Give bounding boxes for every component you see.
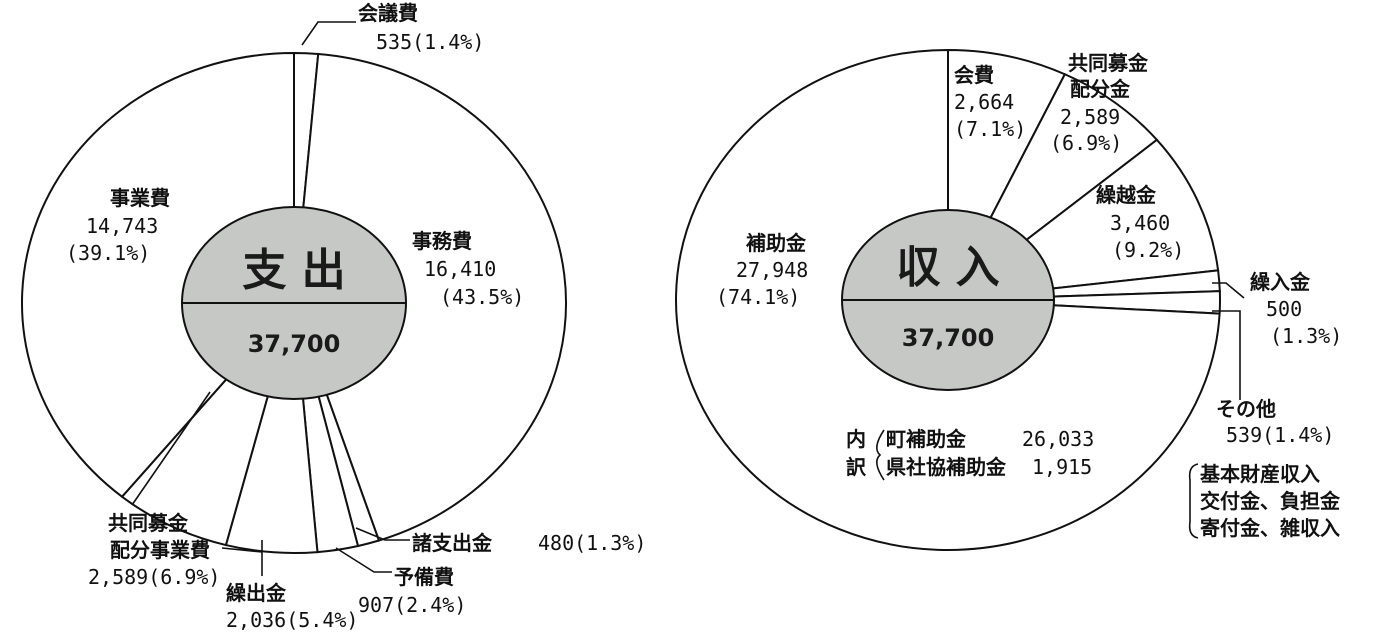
other-note-line3: 寄付金、雑収入	[1200, 516, 1340, 540]
breakdown-row1-value: 26,033	[1022, 427, 1094, 451]
expense-slice-6	[21, 51, 295, 499]
income-label-haibunkin: 配分金	[1070, 77, 1131, 101]
breakdown-bracket	[876, 429, 885, 481]
expense-value-yobihi: 907(2.4%)	[358, 593, 466, 617]
breakdown-row1-name: 町補助金	[886, 427, 967, 451]
expense-value-jigyohi: 14,743	[86, 214, 158, 238]
income-pct-kurinyukin: (1.3%)	[1270, 324, 1342, 348]
income-pct-hojokin: (74.1%)	[716, 285, 800, 309]
expense-leader-kaigihi	[301, 21, 356, 46]
expense-value-shoshishutsukin: 480(1.3%)	[538, 531, 646, 555]
expense-center-title: 支 出	[242, 245, 345, 296]
income-leader-sonota	[1212, 310, 1241, 400]
expense-label-jimuhi: 事務費	[412, 229, 472, 253]
expense-value-jimuhi: 16,410	[424, 257, 496, 281]
expense-value-kyodobokin: 2,589(6.9%)	[88, 565, 220, 589]
income-total: 37,700	[902, 324, 995, 352]
income-value-kaihi: 2,664	[954, 90, 1014, 114]
expense-slice-1	[292, 52, 568, 542]
expense-leader-shoshishutsukin	[355, 527, 410, 541]
income-value-kurikoshikin: 3,460	[1110, 211, 1170, 235]
expense-leader-yobihi	[335, 547, 392, 573]
income-pct-kaihi: (7.1%)	[954, 117, 1026, 141]
income-label-kurinyukin: 繰入金	[1250, 270, 1311, 294]
income-leader-kurinyukin	[1212, 282, 1245, 299]
expense-label-jigyohi: 事業費	[110, 186, 170, 210]
other-note-line2: 交付金、負担金	[1200, 489, 1341, 513]
expense-label-shoshishutsukin: 諸支出金	[412, 531, 493, 555]
breakdown-row2-name: 県社協補助金	[886, 455, 1007, 479]
expense-leader-kyodobokin-haibun	[131, 391, 211, 506]
income-label-kyodobokin: 共同募金	[1068, 51, 1149, 75]
income-label-kurikoshikin: 繰越金	[1096, 183, 1157, 207]
income-pct-kyodobokin: (6.9%)	[1050, 131, 1122, 155]
income-pct-kurikoshikin: (9.2%)	[1112, 238, 1184, 262]
expense-leader-kyodobokin-tick	[221, 547, 263, 553]
expense-label-kaigihi: 会議費	[358, 1, 418, 25]
expense-pct-jimuhi: (43.5%)	[440, 285, 524, 309]
income-label-sonota: その他	[1216, 397, 1276, 421]
income-value-kyodobokin: 2,589	[1060, 105, 1120, 129]
income-value-kurinyukin: 500	[1266, 297, 1302, 321]
expense-label-kyodobokin: 共同募金	[108, 511, 189, 535]
income-value-hojokin: 27,948	[736, 258, 808, 282]
income-value-sonota: 539(1.4%)	[1226, 423, 1334, 447]
breakdown-row2-value: 1,915	[1032, 455, 1092, 479]
income-label-hojokin: 補助金	[745, 231, 807, 255]
income-center-title: 収 入	[896, 242, 999, 293]
expense-pct-jigyohi: (39.1%)	[66, 241, 150, 265]
expense-label-yobihi: 予備費	[394, 565, 454, 589]
expense-chart: 支 出 37,700 会議費 535(1.4%) 事務費 16,410 (43.…	[21, 1, 646, 632]
expense-label-haibunjigyohi: 配分事業費	[110, 538, 210, 562]
other-note-bracket	[1188, 463, 1199, 539]
expense-total: 37,700	[248, 330, 341, 358]
income-label-kaihi: 会費	[954, 63, 994, 87]
breakdown-title-top: 内	[846, 427, 866, 451]
other-note-line1: 基本財産収入	[1200, 462, 1320, 486]
expense-label-kurishutsukin: 繰出金	[226, 581, 287, 605]
expense-value-kaigihi: 535(1.4%)	[376, 30, 484, 54]
income-chart: 収 入 37,700 会費 2,664 (7.1%) 共同募金 配分金 2,58…	[675, 48, 1342, 551]
breakdown-title-bottom: 訳	[846, 455, 867, 479]
expense-value-kurishutsukin: 2,036(5.4%)	[226, 608, 358, 632]
